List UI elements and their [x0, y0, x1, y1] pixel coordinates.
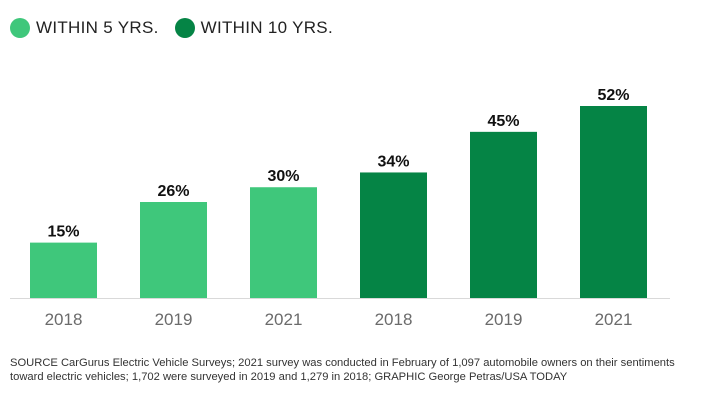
- chart-legend: WITHIN 5 YRS. WITHIN 10 YRS.: [10, 18, 333, 38]
- legend-label-5yrs: WITHIN 5 YRS.: [36, 18, 159, 37]
- data-label-4: 34%: [377, 153, 409, 170]
- bar-6: [580, 106, 647, 298]
- bar-5: [470, 131, 537, 298]
- legend-swatch-5yrs: [10, 18, 30, 38]
- data-label-6: 52%: [597, 87, 629, 104]
- bar-1: [30, 242, 97, 298]
- bar-chart: 15% 2018 26% 2019 30% 2021 34% 2018 45% 2019 52% 20…: [10, 87, 670, 329]
- bar-4: [360, 172, 427, 298]
- x-tick-label-1: 2018: [45, 310, 83, 329]
- x-tick-label-4: 2018: [375, 310, 413, 329]
- bar-3: [250, 187, 317, 298]
- data-label-3: 30%: [267, 168, 299, 185]
- legend-swatch-10yrs: [174, 18, 195, 38]
- legend-label-10yrs: WITHIN 10 YRS.: [200, 18, 333, 37]
- data-label-5: 45%: [487, 113, 519, 130]
- legend-item-10yrs: WITHIN 10 YRS.: [174, 18, 333, 38]
- x-tick-label-5: 2019: [485, 310, 523, 329]
- source-note: SOURCE CarGurus Electric Vehicle Surveys…: [10, 357, 675, 383]
- x-tick-label-2: 2019: [155, 310, 193, 329]
- bar-2: [140, 202, 207, 298]
- x-tick-label-6: 2021: [595, 310, 633, 329]
- x-tick-label-3: 2021: [265, 310, 303, 329]
- legend-item-5yrs: WITHIN 5 YRS.: [10, 18, 159, 38]
- data-label-1: 15%: [47, 224, 79, 241]
- data-label-2: 26%: [157, 183, 189, 200]
